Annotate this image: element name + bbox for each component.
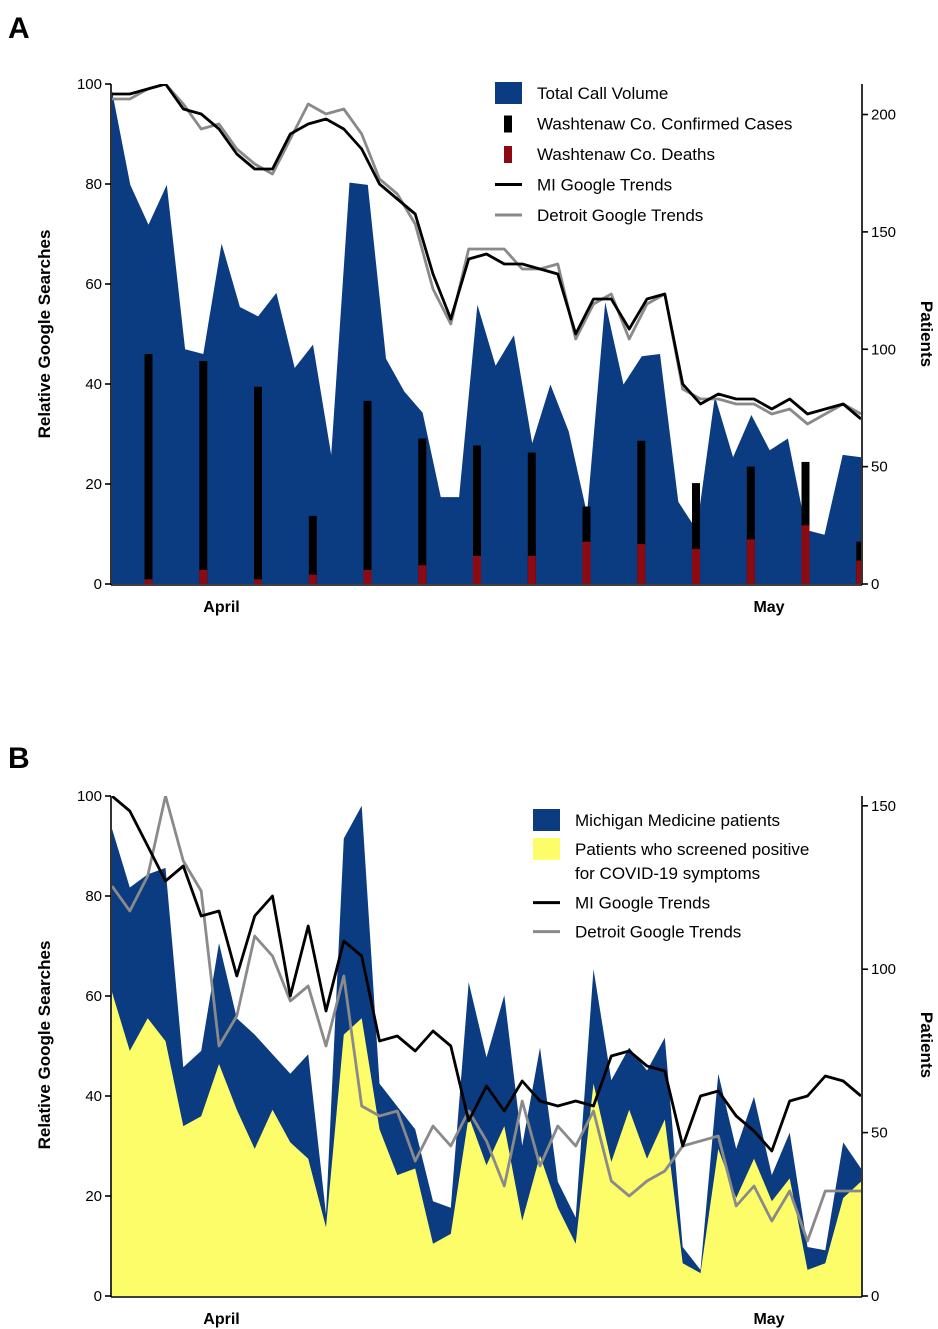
panel-b-plot-area (112, 796, 861, 1296)
x-tick-label-may: May (753, 1311, 784, 1328)
bar-washtenaw-co-deaths-9 (637, 544, 646, 584)
legend-label-3: MI Google Trends (537, 176, 672, 195)
right-y-axis-title: Patients (917, 1012, 936, 1078)
bar-washtenaw-co-confirmed-cases-5 (418, 438, 427, 584)
right-y-tick-label: 0 (871, 576, 879, 593)
left-y-tick-label: 40 (85, 1088, 102, 1105)
panel-a-letter: A (8, 12, 30, 45)
right-y-tick-label: 200 (871, 107, 896, 124)
line-detroit-google-trends (112, 796, 861, 1243)
legend-label-0: Michigan Medicine patients (575, 811, 780, 830)
area-patients-who-screened-positive-for-covid-19-symptoms (112, 992, 861, 1296)
bar-washtenaw-co-confirmed-cases-7 (527, 452, 536, 584)
legend-label-line-1: Patients who screened positive (575, 840, 809, 859)
bar-washtenaw-co-confirmed-cases-3 (308, 515, 317, 584)
legend-swatch-1 (533, 838, 560, 860)
line-mi-google-trends (112, 796, 861, 1153)
left-y-tick-label: 80 (85, 176, 102, 193)
left-y-tick-label: 60 (85, 276, 102, 293)
panel-a-legend: Total Call Volume Washtenaw Co. Confirmed… (495, 82, 792, 225)
legend-label-2: Washtenaw Co. Deaths (537, 145, 715, 164)
left-y-tick-label: 100 (77, 76, 102, 93)
area-total-call-volume (112, 91, 861, 584)
legend-swatch-2 (504, 146, 512, 163)
panel-a-plot-area (112, 84, 861, 584)
bar-washtenaw-co-confirmed-cases-2 (254, 386, 262, 584)
x-tick-label-april: April (203, 1311, 239, 1328)
bar-washtenaw-co-confirmed-cases-0 (144, 354, 153, 584)
bar-washtenaw-co-confirmed-cases-9 (637, 440, 646, 584)
left-y-tick-label: 40 (85, 376, 102, 393)
legend-label-4: Detroit Google Trends (537, 206, 703, 225)
legend-swatch-1 (504, 115, 512, 133)
panel-b-chart: B 0 20 40 60 80 100 0 50 100 150 April May Relative … (8, 742, 936, 1328)
right-y-tick-label: 0 (871, 1288, 879, 1305)
left-y-tick-label: 60 (85, 988, 102, 1005)
line-mi-google-trends (112, 84, 861, 421)
left-y-tick-label: 80 (85, 888, 102, 905)
legend-label-0: Total Call Volume (537, 84, 668, 103)
right-y-tick-label: 50 (871, 1125, 888, 1142)
bar-washtenaw-co-deaths-1 (199, 569, 208, 584)
left-y-axis-title: Relative Google Searches (35, 941, 54, 1150)
x-tick-label-april: April (203, 599, 239, 616)
panel-b-letter: B (8, 742, 30, 775)
bar-washtenaw-co-deaths-11 (746, 539, 755, 584)
legend-swatch-0 (495, 82, 522, 104)
bar-washtenaw-co-deaths-12 (801, 525, 810, 584)
legend-label-3: Detroit Google Trends (575, 923, 741, 942)
bar-washtenaw-co-confirmed-cases-11 (746, 466, 755, 584)
bar-washtenaw-co-confirmed-cases-12 (801, 461, 810, 584)
right-y-tick-label: 150 (871, 798, 896, 815)
panel-a-chart: A 0 20 40 60 80 100 0 50 100 150 200 April May Relati… (8, 12, 936, 616)
left-y-tick-label: 100 (77, 788, 102, 805)
right-y-tick-label: 100 (871, 961, 896, 978)
left-y-tick-label: 20 (85, 476, 102, 493)
bar-washtenaw-co-deaths-10 (692, 548, 700, 584)
bar-washtenaw-co-deaths-2 (254, 579, 262, 584)
bar-washtenaw-co-confirmed-cases-6 (473, 445, 481, 584)
bar-washtenaw-co-deaths-6 (473, 555, 481, 584)
bar-washtenaw-co-deaths-4 (363, 569, 372, 584)
panel-b-legend: Michigan Medicine patients Patients who s… (533, 809, 809, 942)
left-y-tick-label: 20 (85, 1188, 102, 1205)
right-y-axis-title: Patients (917, 301, 936, 367)
bar-washtenaw-co-confirmed-cases-1 (199, 361, 208, 584)
bar-washtenaw-co-deaths-3 (308, 574, 317, 584)
panel-b-axes: 0 20 40 60 80 100 0 50 100 150 April May Relative Go… (35, 788, 936, 1328)
panel-a-axes: 0 20 40 60 80 100 0 50 100 150 200 April May Relative… (35, 76, 936, 616)
legend-label-1: Patients who screened positive for COVID-… (575, 840, 809, 883)
right-y-tick-label: 50 (871, 459, 888, 476)
bar-washtenaw-co-confirmed-cases-4 (363, 400, 372, 584)
bar-washtenaw-co-deaths-5 (418, 565, 427, 584)
left-y-tick-label: 0 (94, 1288, 102, 1305)
bar-washtenaw-co-deaths-7 (527, 555, 536, 584)
legend-swatch-0 (533, 809, 560, 831)
legend-label-1: Washtenaw Co. Confirmed Cases (537, 115, 792, 134)
bar-washtenaw-co-deaths-8 (582, 541, 591, 584)
bar-washtenaw-co-confirmed-cases-10 (692, 483, 700, 584)
right-y-tick-label: 100 (871, 341, 896, 358)
bar-washtenaw-co-deaths-0 (144, 579, 153, 584)
left-y-tick-label: 0 (94, 576, 102, 593)
x-tick-label-may: May (753, 599, 784, 616)
right-y-tick-label: 150 (871, 224, 896, 241)
legend-label-2: MI Google Trends (575, 894, 710, 913)
bar-washtenaw-co-deaths-13 (856, 560, 861, 584)
line-detroit-google-trends (112, 84, 861, 426)
legend-label-line-2: for COVID-19 symptoms (575, 864, 760, 883)
left-y-axis-title: Relative Google Searches (35, 230, 54, 439)
